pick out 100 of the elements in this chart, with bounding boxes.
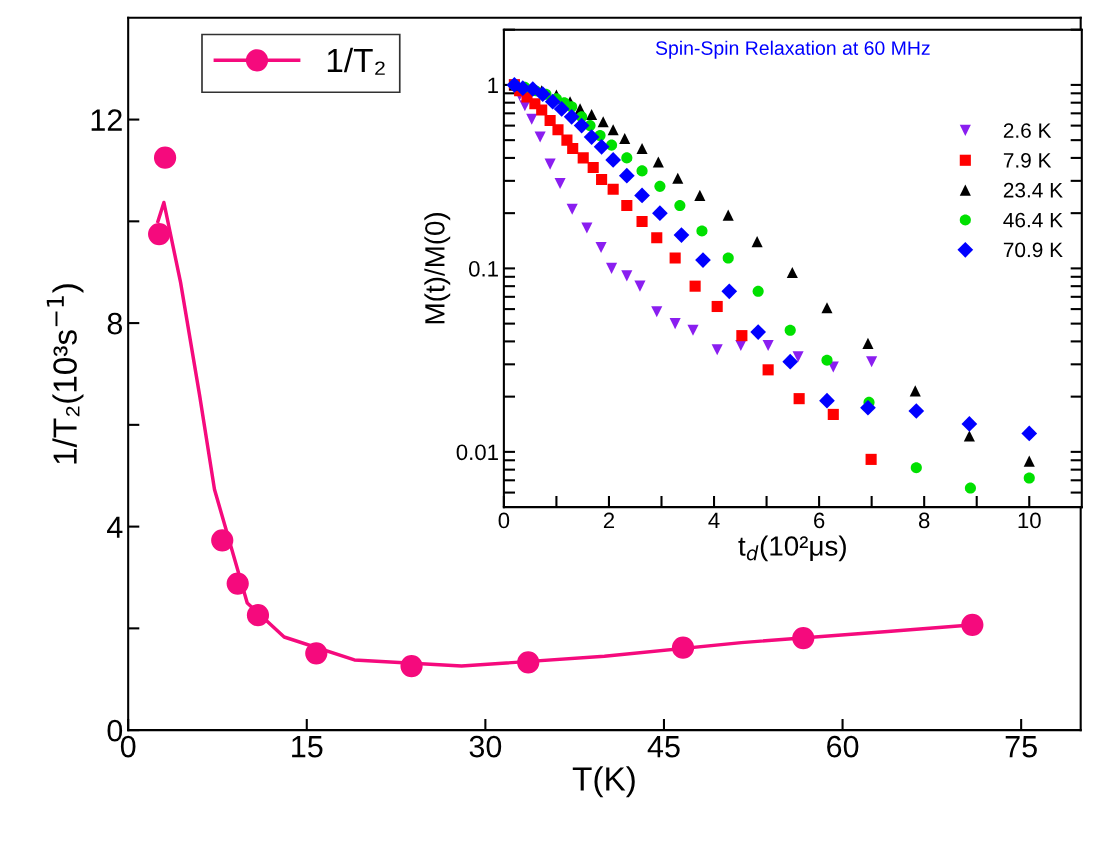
point	[963, 430, 975, 442]
x-tick-label: 75	[1005, 736, 1037, 758]
point	[671, 636, 695, 659]
point	[821, 354, 833, 366]
legend-label: 23.4 K	[1003, 182, 1063, 198]
point	[1023, 455, 1035, 467]
point	[762, 339, 774, 352]
point	[652, 205, 668, 222]
point	[694, 189, 706, 201]
point	[634, 280, 646, 292]
point	[696, 225, 708, 237]
point	[651, 306, 663, 318]
point	[865, 453, 877, 465]
y-axis-title: 1/T₂(10³s$^{−1}$)	[46, 284, 84, 464]
point	[862, 337, 874, 349]
point	[596, 173, 608, 186]
point	[762, 364, 774, 376]
point	[587, 161, 599, 173]
point	[866, 356, 878, 368]
point	[153, 146, 177, 169]
x-axis-title: T(K)	[572, 766, 635, 798]
x-axis-title: t$_{d}$(10²μs)	[738, 535, 846, 562]
x-tick-label: 10	[1018, 512, 1041, 529]
point	[581, 222, 593, 234]
point	[636, 216, 648, 228]
point	[567, 142, 579, 155]
point	[860, 399, 876, 416]
y-tick-label: 0	[107, 719, 123, 742]
x-tick-label: 8	[918, 512, 930, 529]
point	[211, 529, 234, 552]
point	[711, 344, 723, 356]
point	[636, 142, 648, 155]
text: Spin-Spin Relaxation at 60 MHz	[655, 40, 930, 59]
point	[226, 572, 249, 595]
point	[553, 101, 570, 117]
point	[534, 131, 546, 143]
y-tick-label: 0.1	[469, 260, 498, 277]
point	[621, 200, 633, 212]
point	[961, 613, 984, 636]
point	[827, 408, 839, 420]
point	[751, 236, 763, 248]
point	[606, 262, 618, 274]
point	[782, 353, 799, 370]
point	[1021, 425, 1038, 442]
point	[792, 626, 815, 650]
point	[246, 604, 270, 627]
point	[618, 167, 635, 184]
point	[1023, 472, 1035, 484]
point	[577, 152, 589, 164]
point	[652, 156, 664, 168]
point	[536, 104, 548, 116]
point	[583, 129, 600, 145]
point	[722, 209, 734, 221]
point	[673, 227, 690, 243]
point	[821, 302, 833, 314]
point	[634, 187, 650, 204]
point	[586, 108, 598, 121]
point	[636, 165, 648, 177]
point	[711, 300, 723, 313]
point	[544, 93, 561, 110]
legend-label: 2.6 K	[1003, 123, 1052, 138]
point	[400, 654, 423, 678]
point	[554, 178, 566, 190]
x-tick-label: 15	[292, 736, 323, 758]
legend-label: 7.9 K	[1003, 153, 1052, 168]
point	[687, 324, 699, 336]
point	[573, 117, 590, 134]
y-axis-title: M(t)/M(0)	[424, 213, 451, 324]
point	[695, 252, 711, 268]
point	[674, 200, 686, 212]
point	[819, 392, 835, 409]
point	[595, 241, 607, 254]
point	[750, 324, 767, 340]
x-tick-label: 30	[469, 735, 502, 758]
point	[786, 266, 798, 279]
point	[792, 351, 804, 363]
point	[651, 232, 663, 244]
point	[593, 138, 610, 155]
point	[689, 280, 701, 292]
x-tick-label: 45	[647, 736, 680, 758]
point	[517, 651, 540, 674]
x-tick-label: 4	[708, 512, 720, 529]
point	[908, 403, 925, 419]
point	[544, 114, 556, 127]
point	[619, 133, 631, 145]
y-tick-label: 0.01	[456, 444, 498, 461]
legend-label: 1/T₂	[327, 47, 385, 75]
point	[621, 270, 633, 282]
point	[793, 393, 805, 405]
y-tick-label: 8	[107, 312, 122, 335]
point	[597, 116, 609, 128]
point	[784, 324, 796, 336]
point	[910, 462, 922, 474]
point	[621, 152, 633, 164]
point	[607, 183, 619, 195]
x-tick-label: 0	[498, 512, 510, 529]
point	[605, 152, 622, 168]
point	[669, 318, 681, 330]
x-tick-label: 60	[827, 735, 859, 758]
point	[563, 108, 580, 125]
